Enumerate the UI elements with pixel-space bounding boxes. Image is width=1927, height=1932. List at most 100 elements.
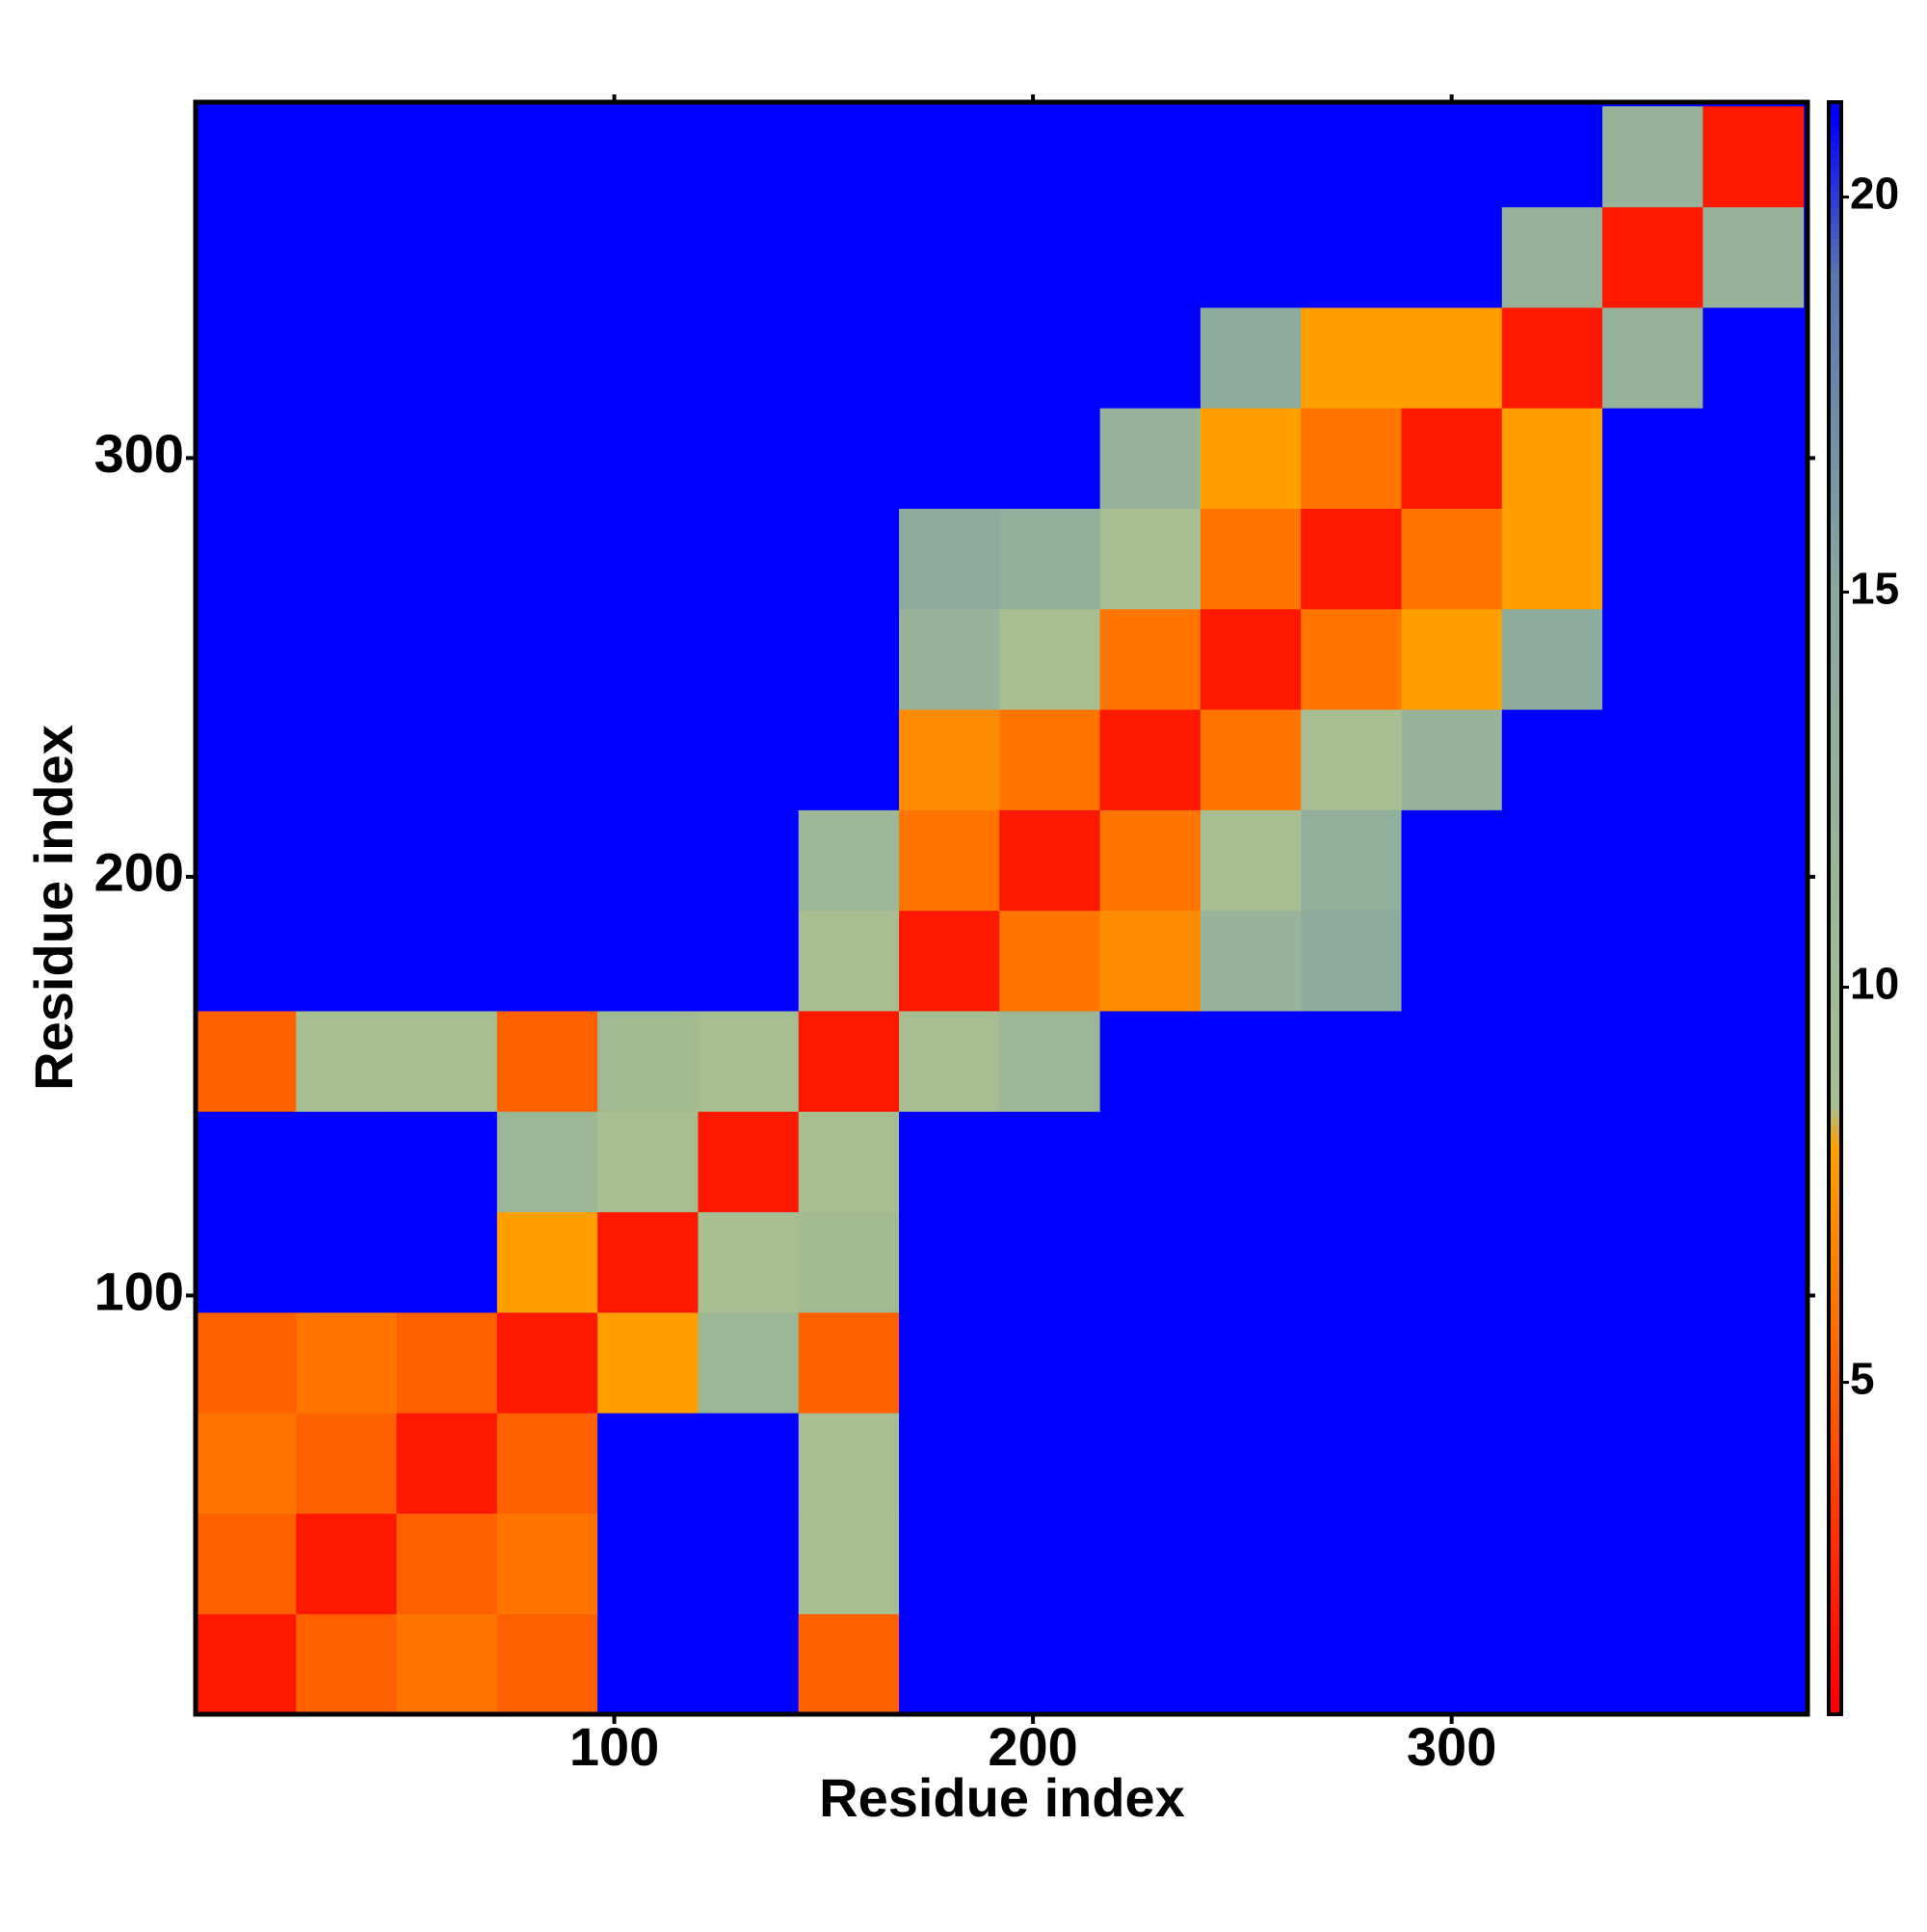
colorbar-step xyxy=(1829,110,1841,119)
colorbar-step xyxy=(1829,884,1841,893)
heat-cell xyxy=(899,1311,1000,1414)
colorbar-step xyxy=(1829,1601,1841,1610)
heat-cell xyxy=(597,608,699,710)
heat-cell xyxy=(1703,106,1805,208)
heat-cell xyxy=(496,508,598,610)
colorbar xyxy=(1829,102,1841,1715)
colorbar-step xyxy=(1829,1440,1841,1449)
colorbar-step xyxy=(1829,440,1841,450)
colorbar-step xyxy=(1829,1125,1841,1135)
heat-cell xyxy=(296,1311,398,1414)
heat-cell xyxy=(597,306,699,409)
colorbar-step xyxy=(1829,577,1841,587)
colorbar-step xyxy=(1829,134,1841,144)
colorbar-step xyxy=(1829,1319,1841,1329)
heat-cell xyxy=(597,206,699,308)
heat-cell xyxy=(597,1211,699,1313)
colorbar-step xyxy=(1829,247,1841,256)
heat-cell xyxy=(597,508,699,610)
heat-cell xyxy=(196,910,297,1012)
colorbar-step xyxy=(1829,368,1841,378)
heat-cell xyxy=(698,709,800,810)
heat-cell xyxy=(1401,106,1503,208)
heat-cell xyxy=(899,1211,1000,1313)
colorbar-step xyxy=(1829,1303,1841,1312)
colorbar-step xyxy=(1829,191,1841,199)
heat-cell xyxy=(1099,1613,1201,1715)
heat-cell xyxy=(899,1010,1000,1112)
colorbar-step xyxy=(1829,311,1841,321)
heat-cell xyxy=(597,809,699,912)
heat-cell xyxy=(196,1211,297,1313)
heat-cell xyxy=(1602,809,1703,912)
colorbar-step xyxy=(1829,811,1841,821)
colorbar-step xyxy=(1829,1295,1841,1304)
heat-cell xyxy=(1301,910,1402,1012)
heat-cell xyxy=(899,1513,1000,1615)
heat-cell xyxy=(999,1413,1101,1514)
colorbar-step xyxy=(1829,1561,1841,1571)
colorbar-step xyxy=(1829,1375,1841,1385)
heat-cell xyxy=(698,306,800,409)
heat-cell xyxy=(1099,910,1201,1012)
heat-cell xyxy=(1099,1111,1201,1213)
heat-cell xyxy=(1602,1613,1703,1715)
colorbar-step xyxy=(1829,1085,1841,1095)
heat-cell xyxy=(1099,1413,1201,1514)
colorbar-step xyxy=(1829,1157,1841,1167)
colorbar-tick-label: 10 xyxy=(1850,959,1899,1009)
heat-cell xyxy=(1703,709,1805,810)
colorbar-step xyxy=(1829,1641,1841,1651)
colorbar-step xyxy=(1829,1576,1841,1586)
colorbar-step xyxy=(1829,359,1841,369)
heat-cell xyxy=(798,608,900,710)
colorbar-step xyxy=(1829,1053,1841,1063)
plot-frame xyxy=(193,99,1810,1717)
heat-cell xyxy=(296,1413,398,1514)
heat-cell xyxy=(1602,608,1703,710)
colorbar-step xyxy=(1829,1480,1841,1490)
colorbar-step xyxy=(1829,1569,1841,1578)
colorbar-step xyxy=(1829,263,1841,273)
heat-cell xyxy=(396,408,498,510)
heat-cell xyxy=(396,1413,498,1514)
colorbar-step xyxy=(1829,457,1841,466)
colorbar-step xyxy=(1829,908,1841,917)
heat-cell xyxy=(396,206,498,308)
colorbar-step xyxy=(1829,690,1841,700)
y-axis-title: Residue index xyxy=(23,725,84,1091)
heat-cell xyxy=(1703,809,1805,912)
heat-cell xyxy=(798,1211,900,1313)
heat-cell xyxy=(396,1211,498,1313)
colorbar-step xyxy=(1829,400,1841,410)
colorbar-step xyxy=(1829,900,1841,910)
heat-cell xyxy=(1602,910,1703,1012)
heat-cell xyxy=(496,1311,598,1414)
heat-cell xyxy=(1401,1111,1503,1213)
colorbar-step xyxy=(1829,1432,1841,1442)
colorbar-step xyxy=(1829,965,1841,974)
colorbar-step xyxy=(1829,1593,1841,1602)
colorbar-step xyxy=(1829,1270,1841,1280)
heat-cell xyxy=(496,1513,598,1615)
heat-cell xyxy=(1703,508,1805,610)
colorbar-step xyxy=(1829,642,1841,651)
heat-cell xyxy=(196,608,297,710)
heat-cell xyxy=(1099,608,1201,710)
colorbar-step xyxy=(1829,1214,1841,1224)
heat-cell xyxy=(1301,809,1402,912)
colorbar-step xyxy=(1829,489,1841,498)
colorbar-step xyxy=(1829,287,1841,297)
colorbar-step xyxy=(1829,392,1841,402)
x-tick-label: 300 xyxy=(1407,1716,1496,1777)
heat-cell xyxy=(1200,1413,1302,1514)
colorbar-step xyxy=(1829,618,1841,627)
colorbar-tick-label: 15 xyxy=(1850,564,1899,614)
heat-cell xyxy=(1501,1513,1603,1615)
colorbar-step xyxy=(1829,915,1841,925)
x-tick-label: 100 xyxy=(569,1716,659,1777)
heat-cell xyxy=(1200,1111,1302,1213)
colorbar-step xyxy=(1829,835,1841,845)
heat-cell xyxy=(1703,1010,1805,1112)
colorbar-step xyxy=(1829,505,1841,515)
